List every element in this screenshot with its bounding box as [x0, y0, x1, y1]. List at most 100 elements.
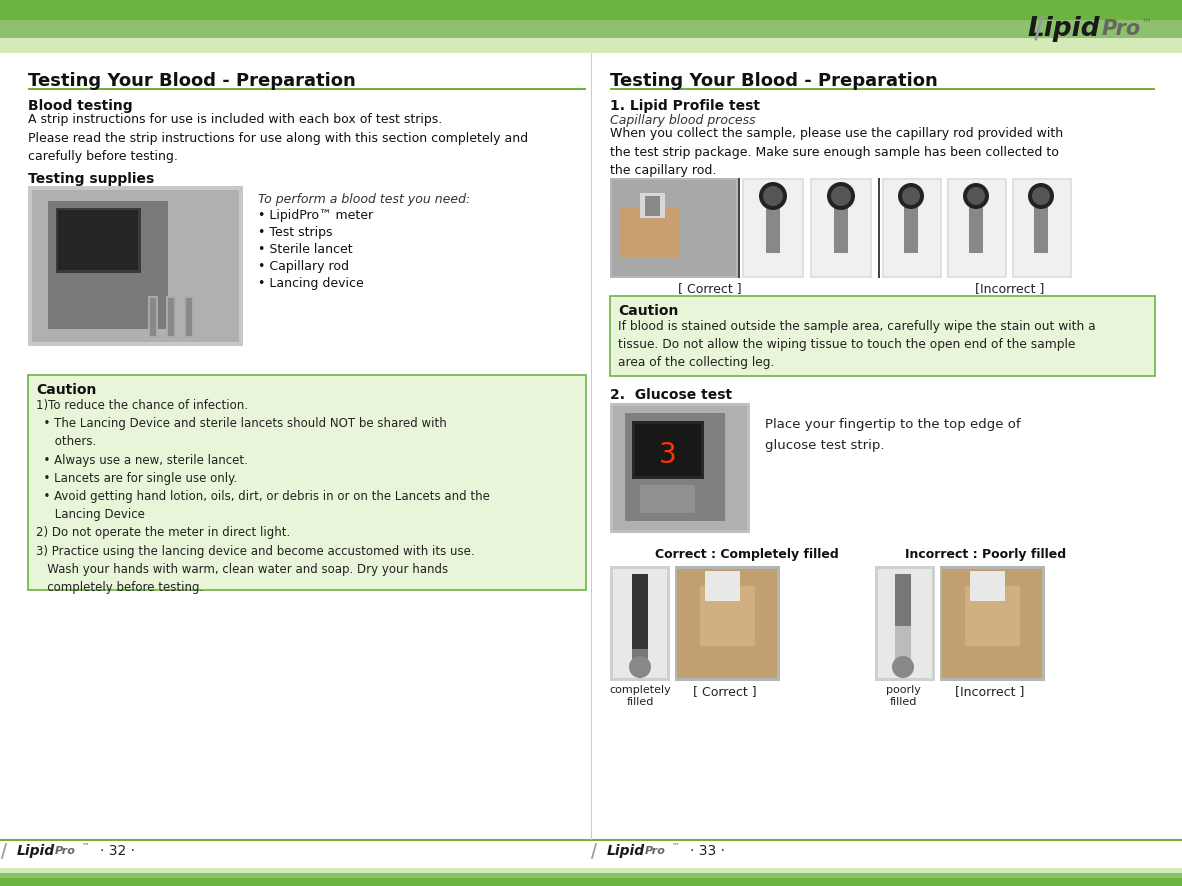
Bar	[28, 88, 586, 90]
Text: 1)To reduce the chance of infection.
  • The Lancing Device and sterile lancets : 1)To reduce the chance of infection. • T…	[35, 399, 489, 594]
Bar	[0, 20, 1182, 38]
Bar	[675, 566, 780, 681]
Text: [Incorrect ]: [Incorrect ]	[955, 685, 1025, 698]
Bar	[812, 180, 870, 276]
Text: · 32 ·: · 32 ·	[100, 844, 135, 858]
Bar	[639, 485, 695, 513]
Bar	[28, 375, 586, 590]
Text: ™: ™	[82, 842, 90, 851]
Text: [ Correct ]: [ Correct ]	[693, 685, 756, 698]
Text: Pro: Pro	[1102, 19, 1142, 39]
Bar	[28, 186, 243, 346]
Ellipse shape	[898, 183, 924, 209]
Text: Testing supplies: Testing supplies	[28, 172, 154, 186]
Bar	[895, 626, 911, 669]
Text: poorly
filled: poorly filled	[885, 685, 921, 707]
Text: completely
filled: completely filled	[609, 685, 671, 707]
Text: A strip instructions for use is included with each box of test strips.
Please re: A strip instructions for use is included…	[28, 113, 528, 163]
Text: ™: ™	[673, 842, 680, 851]
Ellipse shape	[759, 182, 787, 210]
Text: Pro: Pro	[645, 846, 665, 856]
Ellipse shape	[831, 186, 851, 206]
Text: Pro: Pro	[56, 846, 76, 856]
Text: · 33 ·: · 33 ·	[690, 844, 725, 858]
Text: 2.  Glucose test: 2. Glucose test	[610, 388, 732, 402]
Bar	[186, 298, 191, 336]
Bar	[613, 569, 667, 678]
Bar	[610, 178, 738, 278]
Text: • Sterile lancet: • Sterile lancet	[258, 243, 352, 256]
Ellipse shape	[764, 186, 782, 206]
Bar	[743, 180, 803, 276]
Bar	[610, 566, 670, 681]
Text: Correct : Completely filled: Correct : Completely filled	[655, 548, 839, 561]
Text: Lipid: Lipid	[17, 844, 56, 858]
Bar	[700, 586, 755, 646]
Bar	[610, 296, 1155, 376]
Bar	[632, 574, 648, 649]
Text: • Test strips: • Test strips	[258, 226, 332, 239]
Text: If blood is stained outside the sample area, carefully wipe the stain out with a: If blood is stained outside the sample a…	[618, 320, 1096, 369]
Text: [Incorrect ]: [Incorrect ]	[975, 282, 1045, 295]
Text: • Lancing device: • Lancing device	[258, 277, 364, 290]
Bar	[965, 586, 1020, 646]
Bar	[48, 201, 168, 329]
Bar	[766, 198, 780, 253]
Bar	[677, 569, 777, 678]
Bar	[612, 180, 736, 276]
Bar	[942, 569, 1043, 678]
Bar	[742, 178, 804, 278]
Bar	[895, 574, 911, 673]
Ellipse shape	[967, 187, 985, 205]
Text: • Capillary rod: • Capillary rod	[258, 260, 349, 273]
Bar	[1012, 178, 1072, 278]
Bar	[882, 178, 942, 278]
Bar	[0, 839, 1182, 841]
Text: 1. Lipid Profile test: 1. Lipid Profile test	[610, 99, 760, 113]
Bar	[878, 178, 881, 278]
Text: Incorrect : Poorly filled: Incorrect : Poorly filled	[905, 548, 1066, 561]
Text: Place your fingertip to the top edge of
glucose test strip.: Place your fingertip to the top edge of …	[765, 418, 1020, 452]
Text: ™: ™	[1142, 17, 1151, 27]
Bar	[632, 574, 648, 673]
Bar	[168, 298, 174, 336]
Bar	[184, 296, 194, 338]
Bar	[610, 403, 751, 533]
Text: Lipid: Lipid	[1027, 16, 1100, 42]
Bar	[645, 196, 660, 216]
Ellipse shape	[1028, 183, 1054, 209]
Bar	[0, 0, 1182, 20]
Bar	[165, 296, 176, 338]
Bar	[904, 198, 918, 253]
Bar	[632, 421, 704, 479]
Text: Blood testing: Blood testing	[28, 99, 132, 113]
Ellipse shape	[629, 656, 651, 678]
Bar	[1014, 180, 1070, 276]
Ellipse shape	[902, 187, 920, 205]
Text: Capillary blood process: Capillary blood process	[610, 114, 755, 127]
Bar	[0, 873, 1182, 878]
Text: Lipid: Lipid	[606, 844, 645, 858]
Bar	[970, 571, 1005, 601]
Bar	[949, 180, 1005, 276]
Bar	[947, 178, 1007, 278]
Bar	[878, 569, 931, 678]
Bar	[1034, 198, 1048, 253]
Bar	[834, 198, 847, 253]
Bar	[610, 88, 1155, 90]
Bar	[969, 198, 983, 253]
Bar	[621, 208, 680, 258]
Text: When you collect the sample, please use the capillary rod provided with
the test: When you collect the sample, please use …	[610, 127, 1063, 177]
Text: • LipidPro™ meter: • LipidPro™ meter	[258, 209, 374, 222]
Bar	[625, 413, 725, 521]
Bar	[613, 406, 747, 530]
Bar	[940, 566, 1045, 681]
Text: [ Correct ]: [ Correct ]	[678, 282, 742, 295]
Bar	[56, 208, 141, 273]
Text: Testing Your Blood - Preparation: Testing Your Blood - Preparation	[610, 72, 937, 90]
Bar	[32, 190, 239, 342]
Text: Testing Your Blood - Preparation: Testing Your Blood - Preparation	[28, 72, 356, 90]
Ellipse shape	[963, 183, 989, 209]
Text: To perform a blood test you need:: To perform a blood test you need:	[258, 193, 470, 206]
Bar	[704, 571, 740, 601]
